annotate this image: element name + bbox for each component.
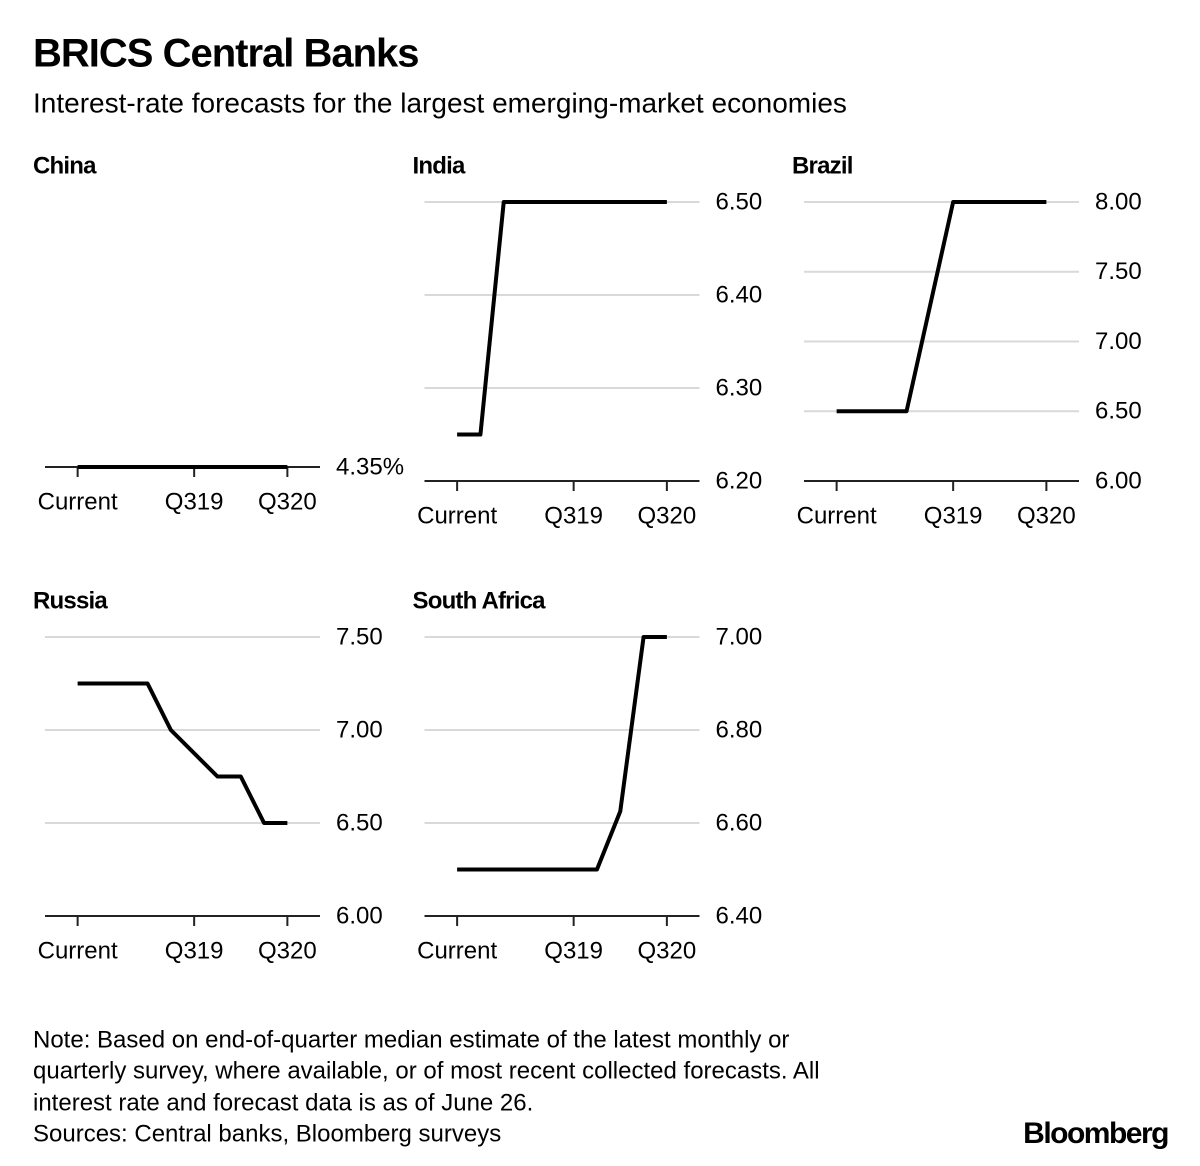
series-line: [457, 200, 667, 437]
x-tick-label: Q319: [544, 937, 603, 964]
x-tick-label: Q320: [258, 488, 317, 515]
y-tick-label: 4.35%: [336, 453, 404, 480]
y-tick-label: 6.40: [716, 902, 763, 929]
x-tick-label: Current: [38, 937, 118, 964]
x-tick-label: Q320: [1017, 502, 1076, 529]
x-tick-label: Current: [38, 488, 118, 515]
x-tick-label: Q319: [165, 937, 224, 964]
panel-title: India: [413, 152, 466, 179]
x-tick-label: Q320: [258, 937, 317, 964]
y-tick-label: 7.00: [1095, 328, 1142, 355]
subtitle: Interest-rate forecasts for the largest …: [33, 87, 847, 118]
series-line: [457, 635, 667, 872]
y-tick-label: 6.00: [336, 902, 383, 929]
y-tick-label: 6.50: [716, 188, 763, 215]
x-tick-label: Q319: [924, 502, 983, 529]
y-tick-label: 7.50: [1095, 258, 1142, 285]
x-tick-label: Q319: [544, 502, 603, 529]
x-tick-label: Q320: [638, 937, 697, 964]
source: Sources: Central banks, Bloomberg survey…: [33, 1120, 501, 1147]
y-tick-label: 6.00: [1095, 467, 1142, 494]
y-tick-label: 6.50: [1095, 398, 1142, 425]
title: BRICS Central Banks: [33, 32, 419, 76]
y-tick-label: 6.40: [716, 281, 763, 308]
y-tick-label: 8.00: [1095, 188, 1142, 215]
series-line: [836, 200, 1047, 414]
x-tick-label: Current: [417, 502, 497, 529]
x-tick-label: Q319: [165, 488, 224, 515]
x-tick-label: Q320: [638, 502, 697, 529]
x-tick-label: Current: [417, 937, 497, 964]
y-tick-label: 7.50: [336, 623, 383, 650]
y-tick-label: 7.00: [336, 716, 383, 743]
x-tick-label: Current: [797, 502, 877, 529]
y-tick-label: 6.30: [716, 374, 763, 401]
series-line: [77, 681, 288, 825]
panel-title: South Africa: [413, 587, 547, 614]
note: quarterly survey, where available, or of…: [33, 1057, 820, 1084]
y-tick-label: 6.20: [716, 467, 763, 494]
panel-title: Russia: [33, 587, 108, 614]
y-tick-label: 6.80: [716, 716, 763, 743]
y-tick-label: 7.00: [716, 623, 763, 650]
note: interest rate and forecast data is as of…: [33, 1089, 533, 1116]
y-tick-label: 6.50: [336, 809, 383, 836]
panel-title: China: [33, 152, 97, 179]
brand: Bloomberg: [1023, 1117, 1168, 1150]
y-tick-label: 6.60: [716, 809, 763, 836]
note: Note: Based on end-of-quarter median est…: [33, 1026, 789, 1053]
panel-title: Brazil: [792, 152, 853, 179]
